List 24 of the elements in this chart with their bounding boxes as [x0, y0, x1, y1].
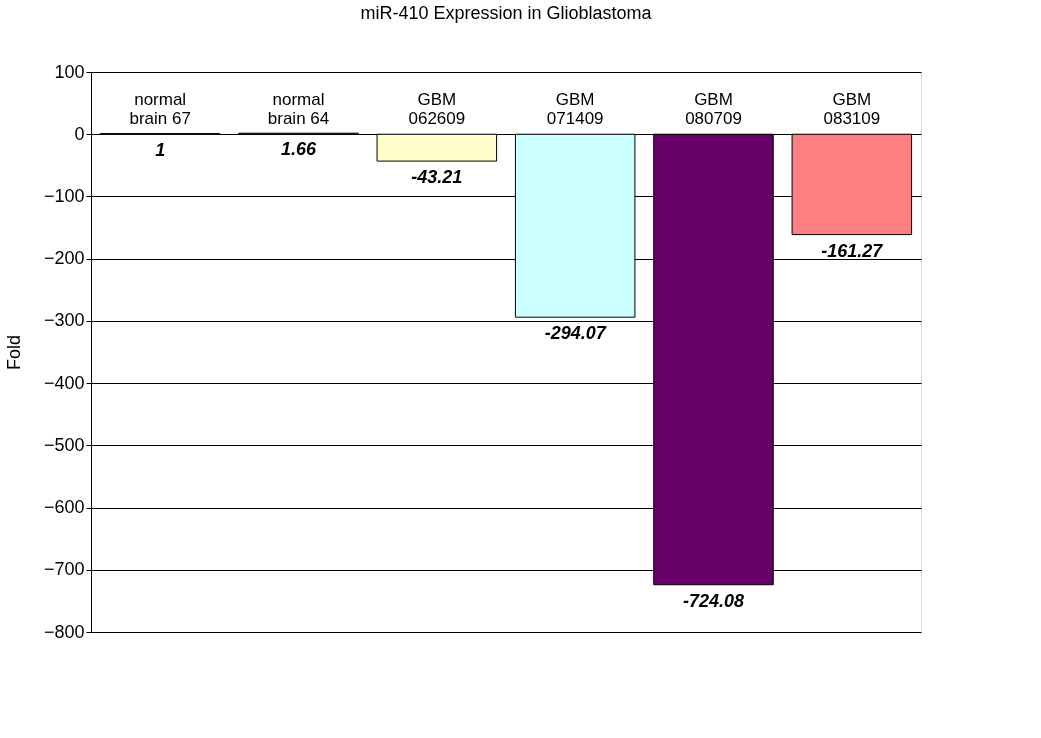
- y-tick-label: 0: [74, 123, 85, 144]
- chart-title: miR-410 Expression in Glioblastoma: [360, 3, 653, 23]
- y-tick-label: −600: [43, 497, 85, 518]
- data-label: -161.27: [821, 240, 884, 261]
- data-label: -724.08: [682, 590, 745, 611]
- y-tick-label: −700: [43, 559, 85, 580]
- y-tick-label: −800: [43, 621, 85, 642]
- x-tick-label: GBM 083109: [823, 89, 881, 128]
- y-tick-label: 100: [54, 61, 85, 82]
- data-label: 1: [155, 139, 166, 160]
- y-axis-title: Fold: [3, 334, 24, 371]
- data-label: -294.07: [544, 323, 607, 344]
- data-label: -43.21: [411, 167, 463, 188]
- x-tick-label: normal brain 64: [267, 89, 330, 128]
- data-label: 1.66: [280, 139, 317, 160]
- y-tick-label: −300: [43, 310, 85, 331]
- y-tick-label: −100: [43, 185, 85, 206]
- x-tick-label: GBM 080709: [685, 89, 742, 128]
- x-tick-label: GBM 062609: [408, 89, 466, 128]
- y-tick-label: −200: [43, 248, 85, 269]
- x-tick-label: GBM 071409: [546, 89, 604, 128]
- y-tick-label: −400: [43, 372, 85, 393]
- x-tick-label: normal brain 67: [129, 89, 191, 128]
- y-tick-label: −500: [43, 434, 85, 455]
